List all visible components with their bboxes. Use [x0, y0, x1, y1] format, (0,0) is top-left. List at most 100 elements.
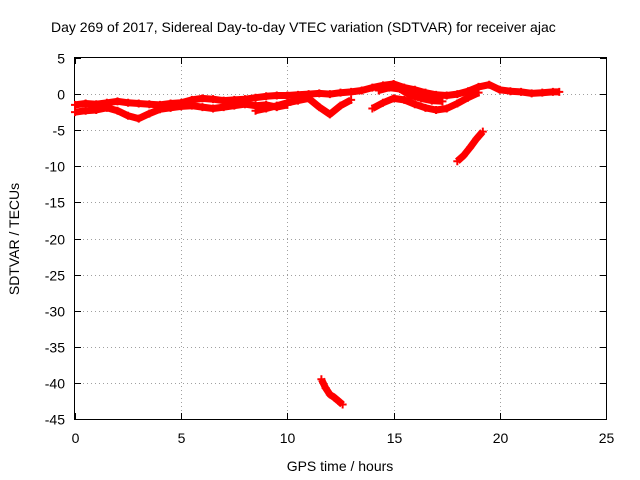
x-tick-label: 15	[387, 430, 403, 446]
series-point	[124, 111, 133, 120]
x-tick-label: 25	[599, 430, 615, 446]
series-point	[472, 134, 481, 143]
series-point	[113, 97, 122, 106]
y-tick-label: -15	[45, 195, 65, 211]
series-point	[400, 95, 409, 104]
series-point	[389, 94, 398, 103]
y-tick-label: 0	[57, 87, 65, 103]
series-point	[240, 100, 249, 109]
series-point	[347, 95, 356, 104]
y-tick-label: -5	[53, 123, 66, 139]
series-point	[325, 390, 334, 399]
series-point	[368, 104, 377, 113]
series-point	[187, 101, 196, 110]
series-point	[321, 383, 330, 392]
series-point	[338, 400, 347, 409]
grid-lines	[75, 58, 606, 419]
series-point	[438, 97, 447, 106]
y-tick-label: -35	[45, 340, 65, 356]
series-point	[555, 87, 564, 96]
series-point	[357, 86, 366, 95]
series-point	[155, 105, 164, 114]
y-axis-label: SDTVAR / TECUs	[6, 183, 22, 295]
y-tick-label: -20	[45, 232, 65, 248]
data-series	[71, 79, 564, 409]
series-point	[325, 90, 334, 99]
series-point	[474, 88, 483, 97]
series-point	[272, 101, 281, 110]
chart-title: Day 269 of 2017, Sidereal Day-to-day VTE…	[51, 19, 556, 35]
series-point	[209, 95, 218, 104]
y-tick-label: -30	[45, 304, 65, 320]
series-point	[378, 98, 387, 107]
series-point	[166, 103, 175, 112]
series-point	[336, 101, 345, 110]
x-tick-label: 0	[72, 430, 80, 446]
series-point	[283, 98, 292, 107]
y-tick-label: -25	[45, 268, 65, 284]
series-point	[262, 104, 271, 113]
series-point	[92, 105, 101, 114]
series-point	[374, 86, 383, 95]
series-point	[485, 80, 494, 89]
series-point	[506, 87, 515, 96]
series-point	[478, 127, 487, 136]
series-point	[209, 104, 218, 113]
series-point	[198, 94, 207, 103]
series-point	[283, 91, 292, 100]
series-point	[421, 88, 430, 97]
series-point	[145, 100, 154, 109]
series-point	[453, 90, 462, 99]
series-point	[427, 96, 436, 105]
series-point	[442, 104, 451, 113]
series-point	[453, 99, 462, 108]
series-point	[385, 83, 394, 92]
series-point	[294, 96, 303, 105]
series-point	[81, 106, 90, 115]
y-tick-label: -45	[45, 412, 65, 428]
series-point	[538, 88, 547, 97]
series-point	[325, 110, 334, 119]
series-point	[102, 103, 111, 112]
x-tick-label: 20	[493, 430, 509, 446]
series-point	[124, 98, 133, 107]
series-point	[466, 143, 475, 152]
series-point	[459, 151, 468, 160]
series-point	[442, 91, 451, 100]
series-point	[251, 106, 260, 115]
series-point	[417, 94, 426, 103]
series-point	[410, 100, 419, 109]
series-point	[304, 94, 313, 103]
series-point	[336, 88, 345, 97]
series-point	[330, 393, 339, 402]
series-point	[134, 114, 143, 123]
series-point	[368, 83, 377, 92]
series-point	[334, 396, 343, 405]
series-point	[347, 87, 356, 96]
series-point	[410, 85, 419, 94]
series-point	[432, 105, 441, 114]
series-point	[251, 93, 260, 102]
series-point	[81, 99, 90, 108]
series-point	[198, 103, 207, 112]
x-tick-label: 10	[280, 430, 296, 446]
plot-frame	[74, 57, 607, 420]
x-axis-label: GPS time / hours	[287, 458, 394, 474]
series-point	[262, 92, 271, 101]
series-point	[230, 101, 239, 110]
series-point	[177, 102, 186, 111]
series-point	[395, 85, 404, 94]
x-tick-label: 5	[178, 430, 186, 446]
series-point	[71, 100, 79, 109]
series-point	[495, 85, 504, 94]
axis-ticks: 0 5 10 15 20 25 5 0 -5 -10 -15 -20 -25 -30 -35 -40 -45	[45, 51, 615, 447]
series-point	[517, 87, 526, 96]
series-point	[272, 91, 281, 100]
series-point	[406, 91, 415, 100]
series-point	[113, 106, 122, 115]
series-point	[453, 157, 462, 166]
series-point	[317, 375, 326, 384]
series-point	[527, 89, 536, 98]
y-tick-label: -40	[45, 376, 65, 392]
